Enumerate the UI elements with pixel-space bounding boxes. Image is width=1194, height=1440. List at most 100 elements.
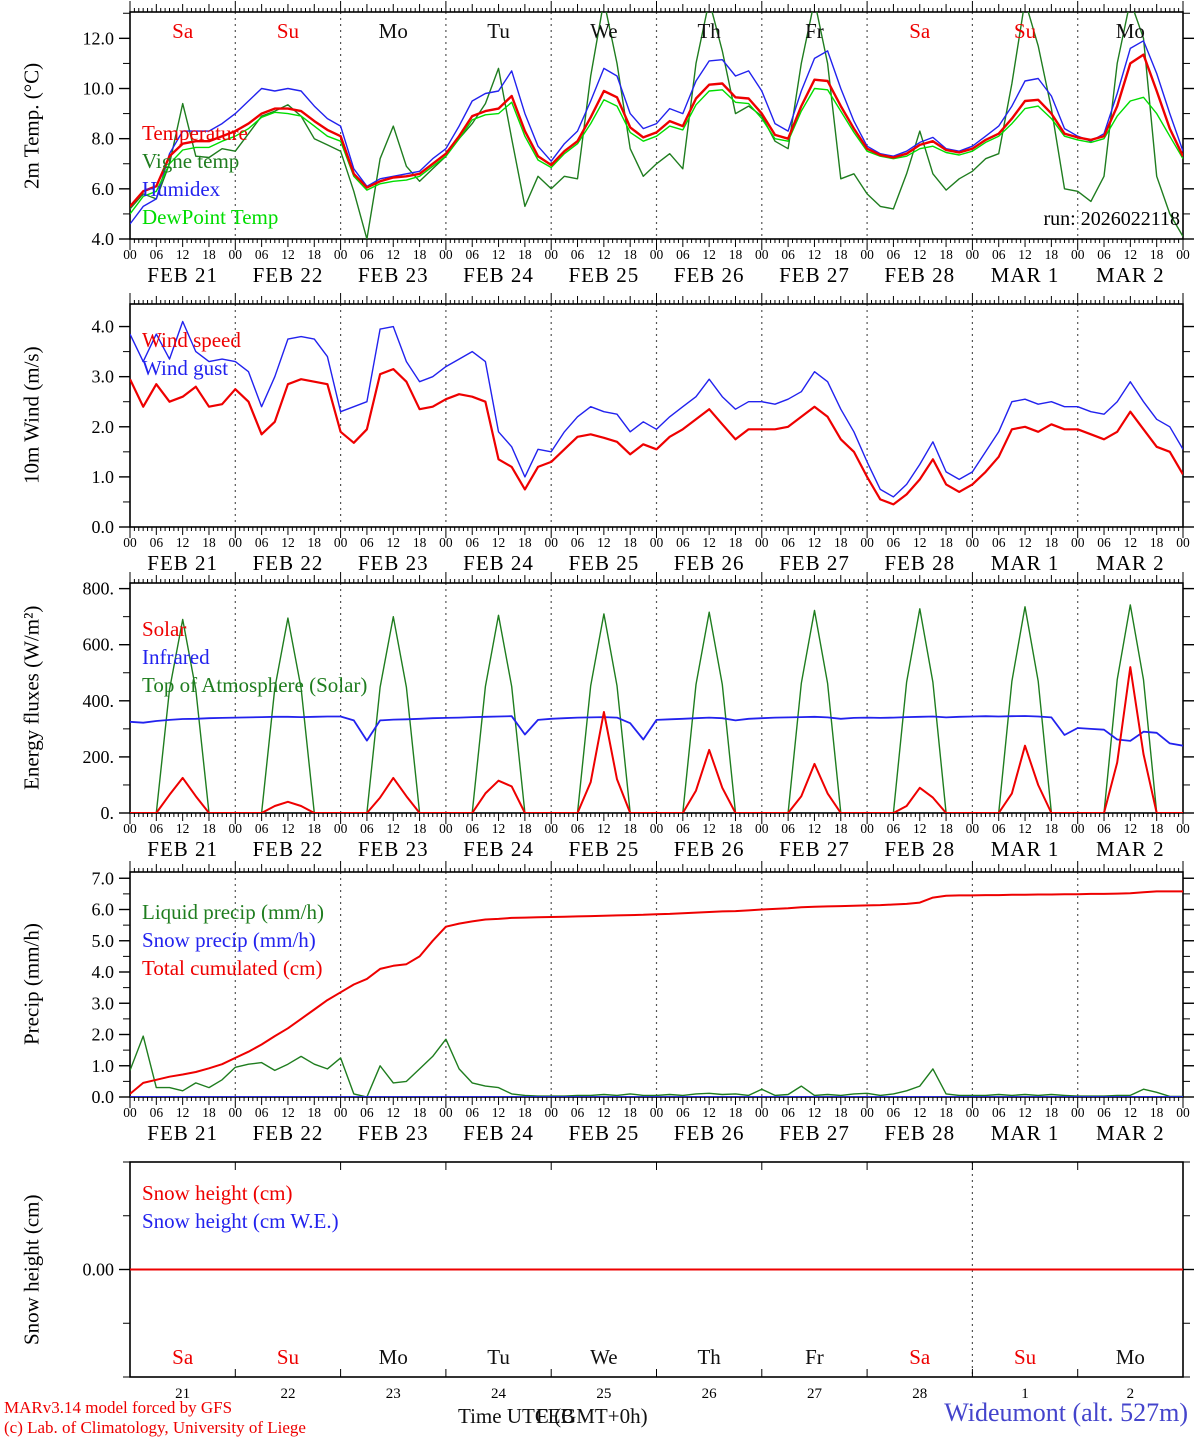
legend-wind-speed: Wind speed bbox=[142, 328, 241, 352]
day-number-label: 25 bbox=[596, 1386, 611, 1402]
hour-tick-label: 06 bbox=[255, 1105, 269, 1120]
hour-tick-label: 06 bbox=[676, 821, 690, 836]
hour-tick-label: 18 bbox=[729, 821, 743, 836]
hour-tick-label: 06 bbox=[465, 247, 479, 262]
legend-snow-precip-mm-h-: Snow precip (mm/h) bbox=[142, 928, 316, 952]
hour-tick-label: 18 bbox=[518, 1105, 532, 1120]
y-axis-title-precip: Precip (mm/h) bbox=[19, 923, 44, 1046]
y-ticks: 0. 200. 400. 600. 800. bbox=[83, 579, 1194, 823]
y-tick-label: 600. bbox=[83, 635, 115, 655]
legend-vigne-temp: Vigne temp bbox=[142, 149, 239, 173]
hour-tick-label: 00 bbox=[123, 247, 137, 262]
hour-tick-label: 06 bbox=[360, 247, 374, 262]
date-label: MAR 2 bbox=[1096, 263, 1165, 287]
hour-tick-label: 00 bbox=[229, 247, 243, 262]
hour-tick-label: 18 bbox=[1045, 821, 1059, 836]
hour-tick-label: 18 bbox=[413, 535, 427, 550]
hour-tick-label: 18 bbox=[1150, 535, 1164, 550]
hour-tick-label: 06 bbox=[571, 535, 585, 550]
hour-tick-label: 06 bbox=[887, 1105, 901, 1120]
hour-tick-label: 00 bbox=[439, 535, 453, 550]
series-solar bbox=[130, 666, 1183, 813]
hour-tick-label: 12 bbox=[597, 535, 611, 550]
series-wind-speed bbox=[130, 368, 1183, 506]
hour-tick-label: 12 bbox=[808, 1105, 822, 1120]
hour-tick-label: 00 bbox=[650, 535, 664, 550]
date-label: FEB 28 bbox=[884, 263, 955, 287]
hour-tick-label: 18 bbox=[1150, 247, 1164, 262]
day-name-label: We bbox=[590, 19, 617, 43]
day-name-label: Th bbox=[697, 1345, 721, 1369]
footer-model-line1: MARv3.14 model forced by GFS bbox=[4, 1398, 233, 1417]
hour-tick-label: 00 bbox=[229, 535, 243, 550]
y-tick-label: 0.00 bbox=[83, 1260, 115, 1280]
footer-time-axis-label: Time UTC (GMT+0h) bbox=[458, 1404, 648, 1428]
hour-tick-label: 18 bbox=[1150, 1105, 1164, 1120]
hour-tick-label: 06 bbox=[571, 1105, 585, 1120]
hour-tick-label: 06 bbox=[887, 535, 901, 550]
hour-tick-label: 00 bbox=[1071, 1105, 1085, 1120]
date-label: MAR 2 bbox=[1096, 837, 1165, 861]
date-label: FEB 28 bbox=[884, 1121, 955, 1145]
hour-tick-label: 00 bbox=[439, 1105, 453, 1120]
legend-top-of-atmosphere-solar-: Top of Atmosphere (Solar) bbox=[142, 673, 367, 697]
hour-tick-label: 00 bbox=[334, 247, 348, 262]
date-label: FEB 24 bbox=[463, 551, 534, 575]
hour-tick-label: 18 bbox=[623, 1105, 637, 1120]
date-label: FEB 26 bbox=[674, 263, 745, 287]
y-tick-label: 800. bbox=[83, 579, 115, 599]
x-ticks bbox=[129, 572, 1184, 824]
date-label: FEB 28 bbox=[884, 551, 955, 575]
y-axis-title-wind: 10m Wind (m/s) bbox=[19, 346, 44, 485]
day-name-label: Th bbox=[697, 19, 721, 43]
hour-tick-label: 18 bbox=[834, 247, 848, 262]
hour-tick-label: 12 bbox=[281, 821, 295, 836]
y-axis-title-temperature: 2m Temp. (°C) bbox=[19, 62, 44, 189]
hour-tick-label: 12 bbox=[913, 247, 927, 262]
hour-tick-label: 06 bbox=[781, 1105, 795, 1120]
hour-tick-label: 12 bbox=[176, 535, 190, 550]
hour-tick-label: 18 bbox=[202, 535, 216, 550]
y-tick-label: 400. bbox=[83, 691, 115, 711]
day-number-label: 26 bbox=[702, 1386, 718, 1402]
y-tick-label: 4.0 bbox=[92, 317, 115, 337]
y-tick-label: 1.0 bbox=[92, 467, 115, 487]
hour-tick-label: 18 bbox=[834, 535, 848, 550]
hour-tick-label: 12 bbox=[913, 535, 927, 550]
hour-tick-label: 18 bbox=[518, 535, 532, 550]
date-label: FEB 24 bbox=[463, 263, 534, 287]
y-ticks: 0.0 1.0 2.0 3.0 4.0 bbox=[92, 317, 1194, 537]
hour-tick-label: 18 bbox=[202, 821, 216, 836]
hour-tick-label: 18 bbox=[202, 1105, 216, 1120]
hour-tick-label: 06 bbox=[1097, 1105, 1111, 1120]
hour-tick-label: 06 bbox=[150, 1105, 164, 1120]
hour-tick-label: 12 bbox=[176, 1105, 190, 1120]
hour-tick-label: 06 bbox=[150, 821, 164, 836]
y-tick-label: 10.0 bbox=[83, 79, 115, 99]
hour-tick-label: 00 bbox=[966, 1105, 980, 1120]
hour-tick-label: 12 bbox=[1018, 1105, 1032, 1120]
day-number-label: 1 bbox=[1021, 1386, 1029, 1402]
y-tick-label: 3.0 bbox=[92, 993, 115, 1013]
panel-frame bbox=[129, 303, 1184, 528]
hour-tick-label: 06 bbox=[1097, 821, 1111, 836]
date-label: FEB 23 bbox=[358, 1121, 429, 1145]
day-name-label: Su bbox=[1014, 19, 1037, 43]
hour-tick-label: 12 bbox=[176, 821, 190, 836]
hour-tick-label: 00 bbox=[334, 535, 348, 550]
date-label: MAR 1 bbox=[991, 551, 1060, 575]
hour-tick-label: 00 bbox=[966, 247, 980, 262]
hour-tick-label: 12 bbox=[281, 535, 295, 550]
y-tick-label: 4.0 bbox=[92, 229, 115, 249]
legend-temperature: Temperature bbox=[142, 121, 248, 145]
hour-tick-label: 06 bbox=[571, 821, 585, 836]
series-total-cumulated-cm- bbox=[130, 890, 1183, 1095]
hour-tick-label: 18 bbox=[729, 247, 743, 262]
x-ticks bbox=[129, 1, 1184, 250]
panel-1: 0.0 1.0 2.0 3.0 4.0 Wind speed Wind gust 00 06 12… bbox=[92, 293, 1194, 575]
day-name-label: Sa bbox=[909, 19, 931, 43]
hour-tick-label: 00 bbox=[1176, 247, 1190, 262]
hour-tick-label: 00 bbox=[123, 535, 137, 550]
panel-2: 0. 200. 400. 600. 800. Solar Infrared Top of At… bbox=[83, 572, 1194, 861]
